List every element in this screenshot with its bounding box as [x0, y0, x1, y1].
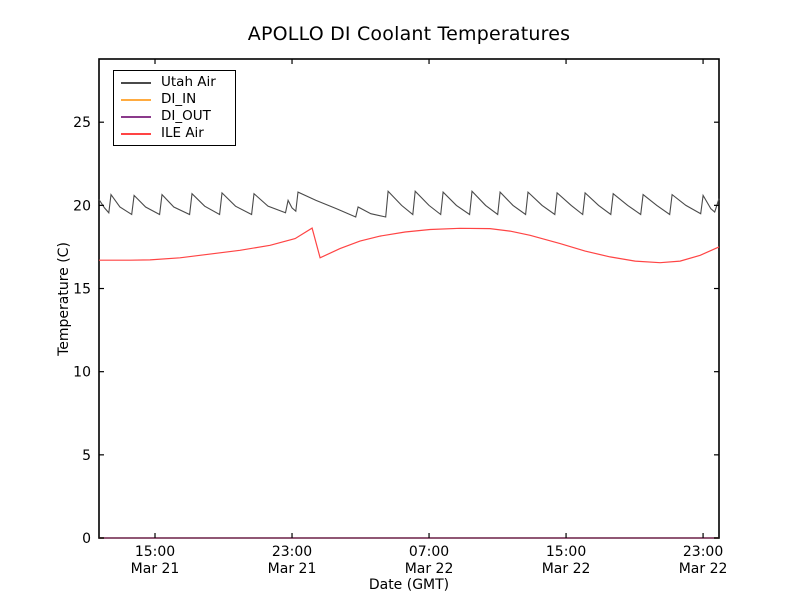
legend-line-ile-air-icon: [121, 132, 151, 135]
x-tick-label-time: 07:00: [409, 544, 449, 560]
legend-line-di-in-icon: [121, 98, 151, 101]
series-line-utah-air: [98, 189, 720, 218]
legend: Utah Air DI_IN DI_OUT ILE Air: [113, 70, 236, 146]
legend-line-utah-air-icon: [121, 81, 151, 84]
x-tick-label-time: 15:00: [135, 544, 175, 560]
y-tick-label: 10: [73, 365, 91, 381]
y-tick-label: 0: [82, 531, 91, 547]
x-tick-label-time: 23:00: [272, 544, 312, 560]
y-tick-label: 20: [73, 198, 91, 214]
x-tick-label-time: 15:00: [546, 544, 586, 560]
legend-entry-ile-air: ILE Air: [121, 125, 235, 142]
y-axis-label: Temperature (C): [56, 242, 72, 356]
legend-label-ile-air: ILE Air: [161, 125, 204, 141]
legend-label-di-in: DI_IN: [161, 91, 197, 107]
x-tick-label-time: 23:00: [683, 544, 723, 560]
chart-title: APOLLO DI Coolant Temperatures: [247, 23, 571, 45]
y-tick-label: 25: [73, 115, 91, 131]
legend-entry-di-out: DI_OUT: [121, 108, 235, 125]
x-tick-label-date: Mar 21: [268, 561, 317, 577]
legend-label-utah-air: Utah Air: [161, 74, 216, 90]
legend-line-di-out-icon: [121, 115, 151, 118]
x-tick-label-date: Mar 22: [679, 561, 728, 577]
x-axis-label: Date (GMT): [368, 577, 450, 593]
legend-entry-utah-air: Utah Air: [121, 74, 235, 91]
y-tick-label: 15: [73, 282, 91, 298]
x-tick-label-date: Mar 22: [542, 561, 591, 577]
x-tick-label-date: Mar 22: [405, 561, 454, 577]
legend-entry-di-in: DI_IN: [121, 91, 235, 108]
legend-label-di-out: DI_OUT: [161, 108, 211, 124]
y-tick-label: 5: [82, 448, 91, 464]
series-line-ile-air: [99, 227, 720, 264]
x-tick-label-date: Mar 21: [131, 561, 180, 577]
